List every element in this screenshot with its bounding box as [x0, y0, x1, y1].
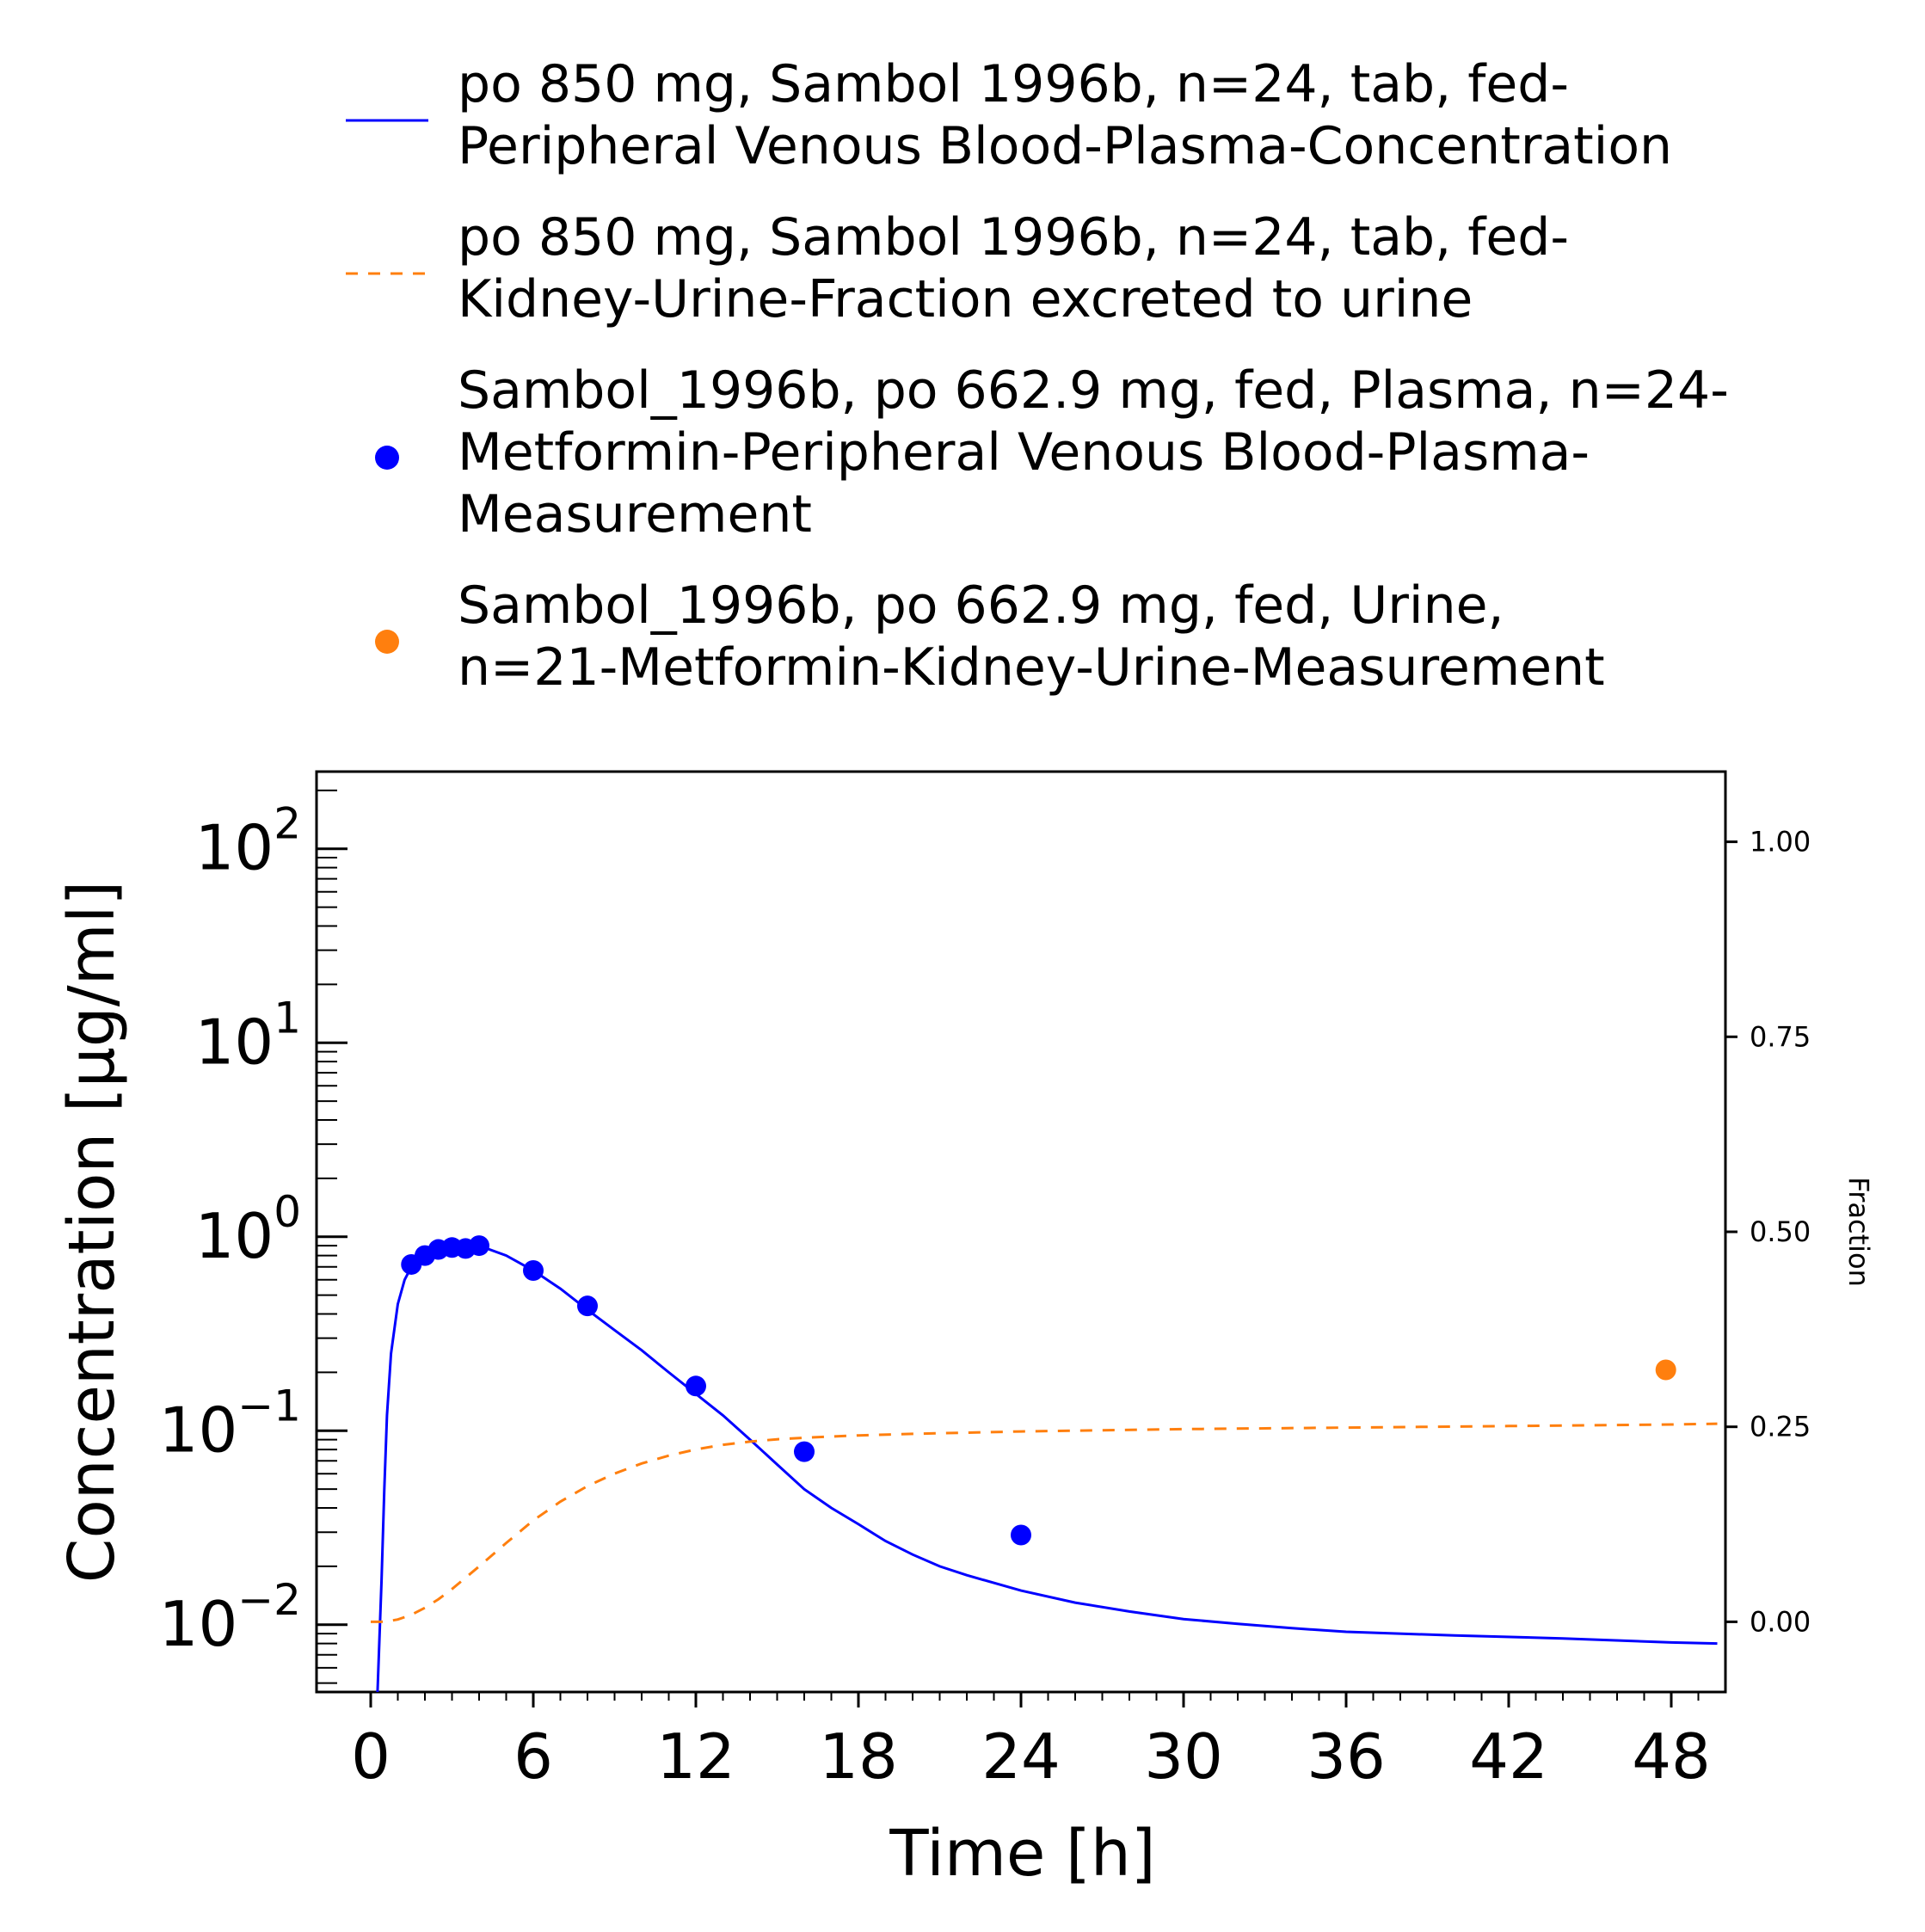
axes: 0 6 12 18 24 30 36 42 4810−210−11001011020.000.2… — [55, 770, 1875, 1891]
x-tick-label: 48 — [1632, 1720, 1711, 1793]
y-tick-base: 10 — [195, 1200, 274, 1272]
legend-label: Sambol_1996b, po 662.9 mg, fed, Plasma, … — [458, 360, 1729, 421]
y-tick-label: 101 — [195, 993, 301, 1078]
x-tick-label: 12 — [656, 1720, 735, 1793]
legend-label: Metformin-Peripheral Venous Blood-Plasma… — [458, 422, 1590, 483]
legend-marker-dot — [375, 630, 399, 654]
x-tick-label: 36 — [1307, 1720, 1386, 1793]
plot-frame — [315, 770, 1727, 1694]
plot-area — [371, 1235, 1718, 1692]
legend-label: po 850 mg, Sambol 1996b, n=24, tab, fed- — [458, 207, 1569, 268]
y-tick-base: 10 — [195, 1006, 274, 1078]
y-tick-label: 100 — [195, 1187, 301, 1272]
legend-label: Peripheral Venous Blood-Plasma-Concentra… — [458, 116, 1672, 176]
x-tick-label: 18 — [819, 1720, 898, 1793]
y-tick-exponent: 1 — [274, 993, 301, 1043]
x-tick-label: 0 — [351, 1720, 391, 1793]
y-tick-exponent: −1 — [237, 1381, 301, 1431]
y-tick-label: 10−1 — [159, 1381, 301, 1466]
series-group — [371, 1235, 1718, 1692]
y-tick-label: 10−2 — [159, 1575, 301, 1660]
legend-label: Measurement — [458, 484, 812, 545]
legend-label: Kidney-Urine-Fraction excreted to urine — [458, 269, 1473, 329]
y-tick-base: 10 — [195, 812, 274, 884]
y-tick-exponent: 2 — [274, 799, 301, 849]
data-point — [1655, 1359, 1676, 1381]
legend-label: Sambol_1996b, po 662.9 mg, fed, Urine, — [458, 575, 1504, 636]
series-line-1 — [371, 1422, 1718, 1623]
y-tick-exponent: 0 — [274, 1187, 301, 1237]
x-tick-label: 42 — [1469, 1720, 1548, 1793]
y2-tick-label: 1.00 — [1750, 826, 1811, 858]
y2-tick-label: 0.50 — [1750, 1215, 1811, 1248]
x-tick-label: 30 — [1144, 1720, 1223, 1793]
y-tick-base: 10 — [159, 1588, 238, 1660]
legend-label: n=21-Metformin-Kidney-Urine-Measurement — [458, 637, 1605, 698]
y2-axis-label: Fraction — [1842, 1177, 1875, 1287]
legend-marker-dot — [375, 446, 399, 470]
y-tick-exponent: −2 — [237, 1575, 301, 1625]
data-point — [577, 1295, 598, 1317]
y2-tick-label: 0.25 — [1750, 1411, 1811, 1443]
data-point — [1011, 1524, 1031, 1546]
legend-label: po 850 mg, Sambol 1996b, n=24, tab, fed- — [458, 54, 1569, 114]
y2-tick-label: 0.00 — [1750, 1605, 1811, 1638]
data-point — [523, 1259, 544, 1281]
y-tick-base: 10 — [159, 1394, 238, 1466]
y2-tick-label: 0.75 — [1750, 1020, 1811, 1053]
data-point — [794, 1441, 815, 1462]
series-line-0 — [376, 1244, 1718, 1692]
x-axis-label: Time [h] — [889, 1817, 1155, 1891]
y-tick-label: 102 — [195, 799, 301, 884]
legend: po 850 mg, Sambol 1996b, n=24, tab, fed-… — [346, 54, 1729, 698]
y-axis-label: Concentration [µg/ml] — [55, 881, 129, 1583]
x-tick-label: 6 — [514, 1720, 553, 1793]
data-point — [686, 1375, 706, 1397]
x-tick-label: 24 — [981, 1720, 1061, 1793]
data-point — [469, 1235, 489, 1257]
